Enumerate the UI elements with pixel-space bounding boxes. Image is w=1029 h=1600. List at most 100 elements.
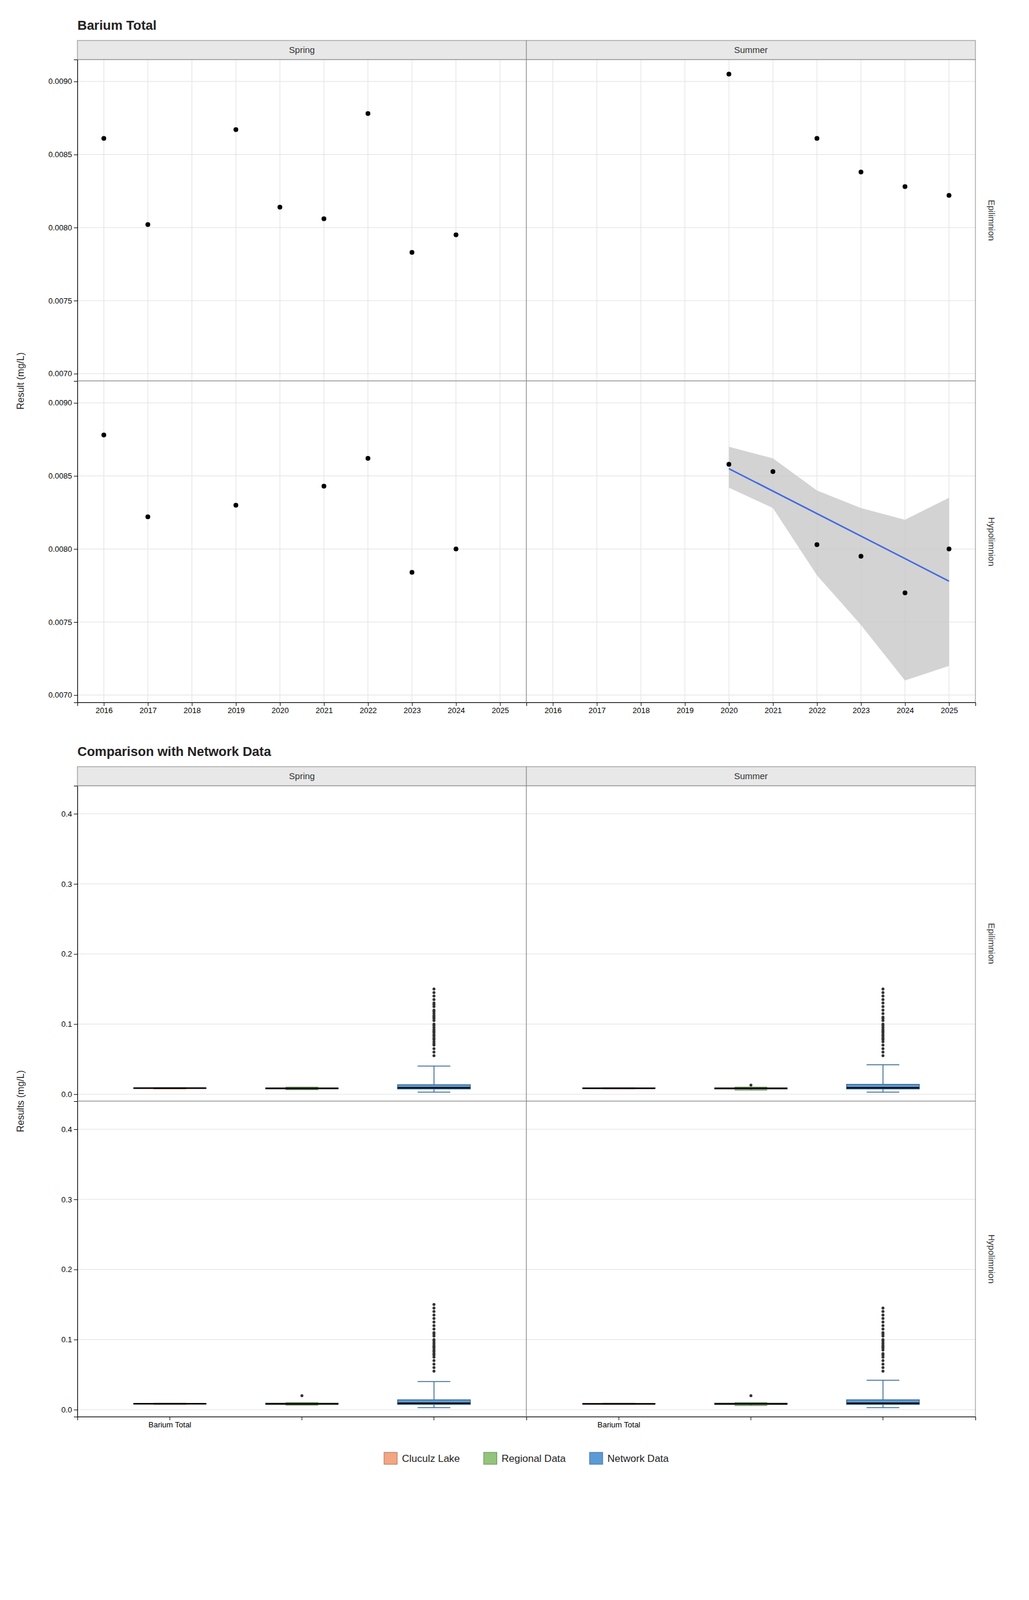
box [265, 1087, 339, 1090]
x-tick: 2024 [447, 702, 466, 716]
panel: SummerEpilimnion [526, 766, 997, 1102]
grid-line-x [772, 59, 773, 382]
x-tick-mark [500, 702, 501, 707]
point [946, 546, 952, 552]
plot-background [77, 381, 527, 703]
box [714, 1083, 788, 1091]
whisker-cap-high [866, 1380, 900, 1382]
y-tick-label: 0.0 [61, 1090, 73, 1100]
x-tick-label: 2019 [227, 706, 245, 716]
chart-container: Barium TotalResult (mg/L)0.00700.00750.0… [0, 0, 1029, 1600]
outlier [432, 1317, 436, 1321]
median [133, 1087, 207, 1090]
whisker-high [433, 1066, 435, 1085]
box-body [397, 1400, 471, 1406]
y-tick-label: 0.2 [61, 949, 73, 959]
grid-line-x [455, 381, 457, 703]
grid-line-x [235, 381, 237, 703]
grid-line-x [147, 381, 149, 703]
outlier [432, 1314, 436, 1318]
y-tick: 0.0070 [48, 690, 78, 700]
whisker-cap-low [734, 1089, 768, 1091]
outlier [881, 995, 885, 999]
panel: 0.00.10.20.30.4Spring [61, 766, 527, 1103]
whisker-low [433, 1089, 435, 1093]
facet-header [526, 40, 976, 60]
x-tick: 2018 [632, 702, 650, 716]
section-title: Comparison with Network Data [77, 744, 272, 760]
box-body [133, 1403, 207, 1405]
y-tick-label: 0.1 [61, 1335, 73, 1345]
box [582, 1088, 656, 1090]
grid-line-x [323, 381, 324, 703]
x-tick-label: Barium Total [148, 1420, 192, 1430]
strata-label: Epilimnion [986, 199, 997, 241]
y-tick: 0.0070 [48, 369, 78, 379]
point [101, 432, 106, 438]
grid-line-y [77, 1024, 527, 1025]
grid-line-y [77, 300, 527, 302]
grid-line-y [526, 1129, 976, 1131]
outlier [881, 991, 885, 995]
grid-line-y [526, 80, 976, 82]
plot-frame [526, 786, 976, 1102]
x-tick-mark [552, 702, 554, 707]
y-tick: 0.0 [61, 1405, 78, 1415]
grid-line-x [728, 381, 730, 703]
box-body [133, 1087, 207, 1090]
marks [726, 446, 952, 681]
outlier [432, 1359, 436, 1363]
grid-line-y [526, 1024, 976, 1025]
x-tick-label: 2023 [403, 706, 422, 716]
whisker-cap-low [866, 1092, 900, 1094]
grid [526, 381, 976, 703]
point [101, 136, 106, 142]
panel: Barium TotalHypolimnion [526, 1101, 997, 1430]
x-tick-mark [169, 1417, 171, 1421]
grid-line-y [77, 1129, 527, 1131]
facet-header [526, 766, 976, 787]
box [714, 1394, 788, 1406]
marks [133, 1303, 471, 1409]
grid [77, 59, 527, 382]
y-tick-label: 0.0 [61, 1405, 73, 1415]
whisker-cap-low [285, 1089, 319, 1091]
y-tick: 0.3 [61, 1195, 78, 1205]
plot-background [77, 59, 527, 382]
grid-line-y [526, 373, 976, 374]
grid-line-y [77, 475, 527, 477]
y-tick-label: 0.0080 [48, 223, 73, 233]
legend-swatch [483, 1452, 497, 1465]
x-tick-label: 2023 [852, 706, 871, 716]
x-tick-mark [323, 702, 325, 707]
grid-line-y [77, 1410, 527, 1411]
grid-line-x [499, 381, 501, 703]
y-tick-label: 0.2 [61, 1265, 73, 1275]
x-tick-label: 2017 [588, 706, 606, 716]
y-tick: 0.4 [61, 809, 78, 819]
point [726, 72, 732, 77]
median [582, 1087, 656, 1090]
plot-background [77, 1101, 527, 1418]
outlier [881, 1359, 885, 1363]
outlier [881, 1054, 885, 1058]
point [233, 503, 239, 508]
y-tick-mark [73, 154, 78, 156]
point [814, 136, 820, 142]
outlier [432, 1370, 436, 1374]
y-tick-mark [73, 622, 78, 623]
grid-line-y [77, 1199, 527, 1200]
grid-line-y [77, 622, 527, 623]
x-tick: 2019 [227, 702, 245, 716]
grid-line-x [411, 381, 413, 703]
grid-line-x [367, 381, 369, 703]
axis-line [73, 60, 79, 382]
y-tick-mark [73, 695, 78, 697]
outlier [432, 998, 436, 1002]
point [453, 546, 459, 552]
plot-background [526, 1101, 976, 1418]
point [365, 456, 371, 461]
facet-header [77, 766, 527, 787]
y-tick: 0.0075 [48, 618, 78, 628]
grid-line-x [728, 59, 730, 382]
